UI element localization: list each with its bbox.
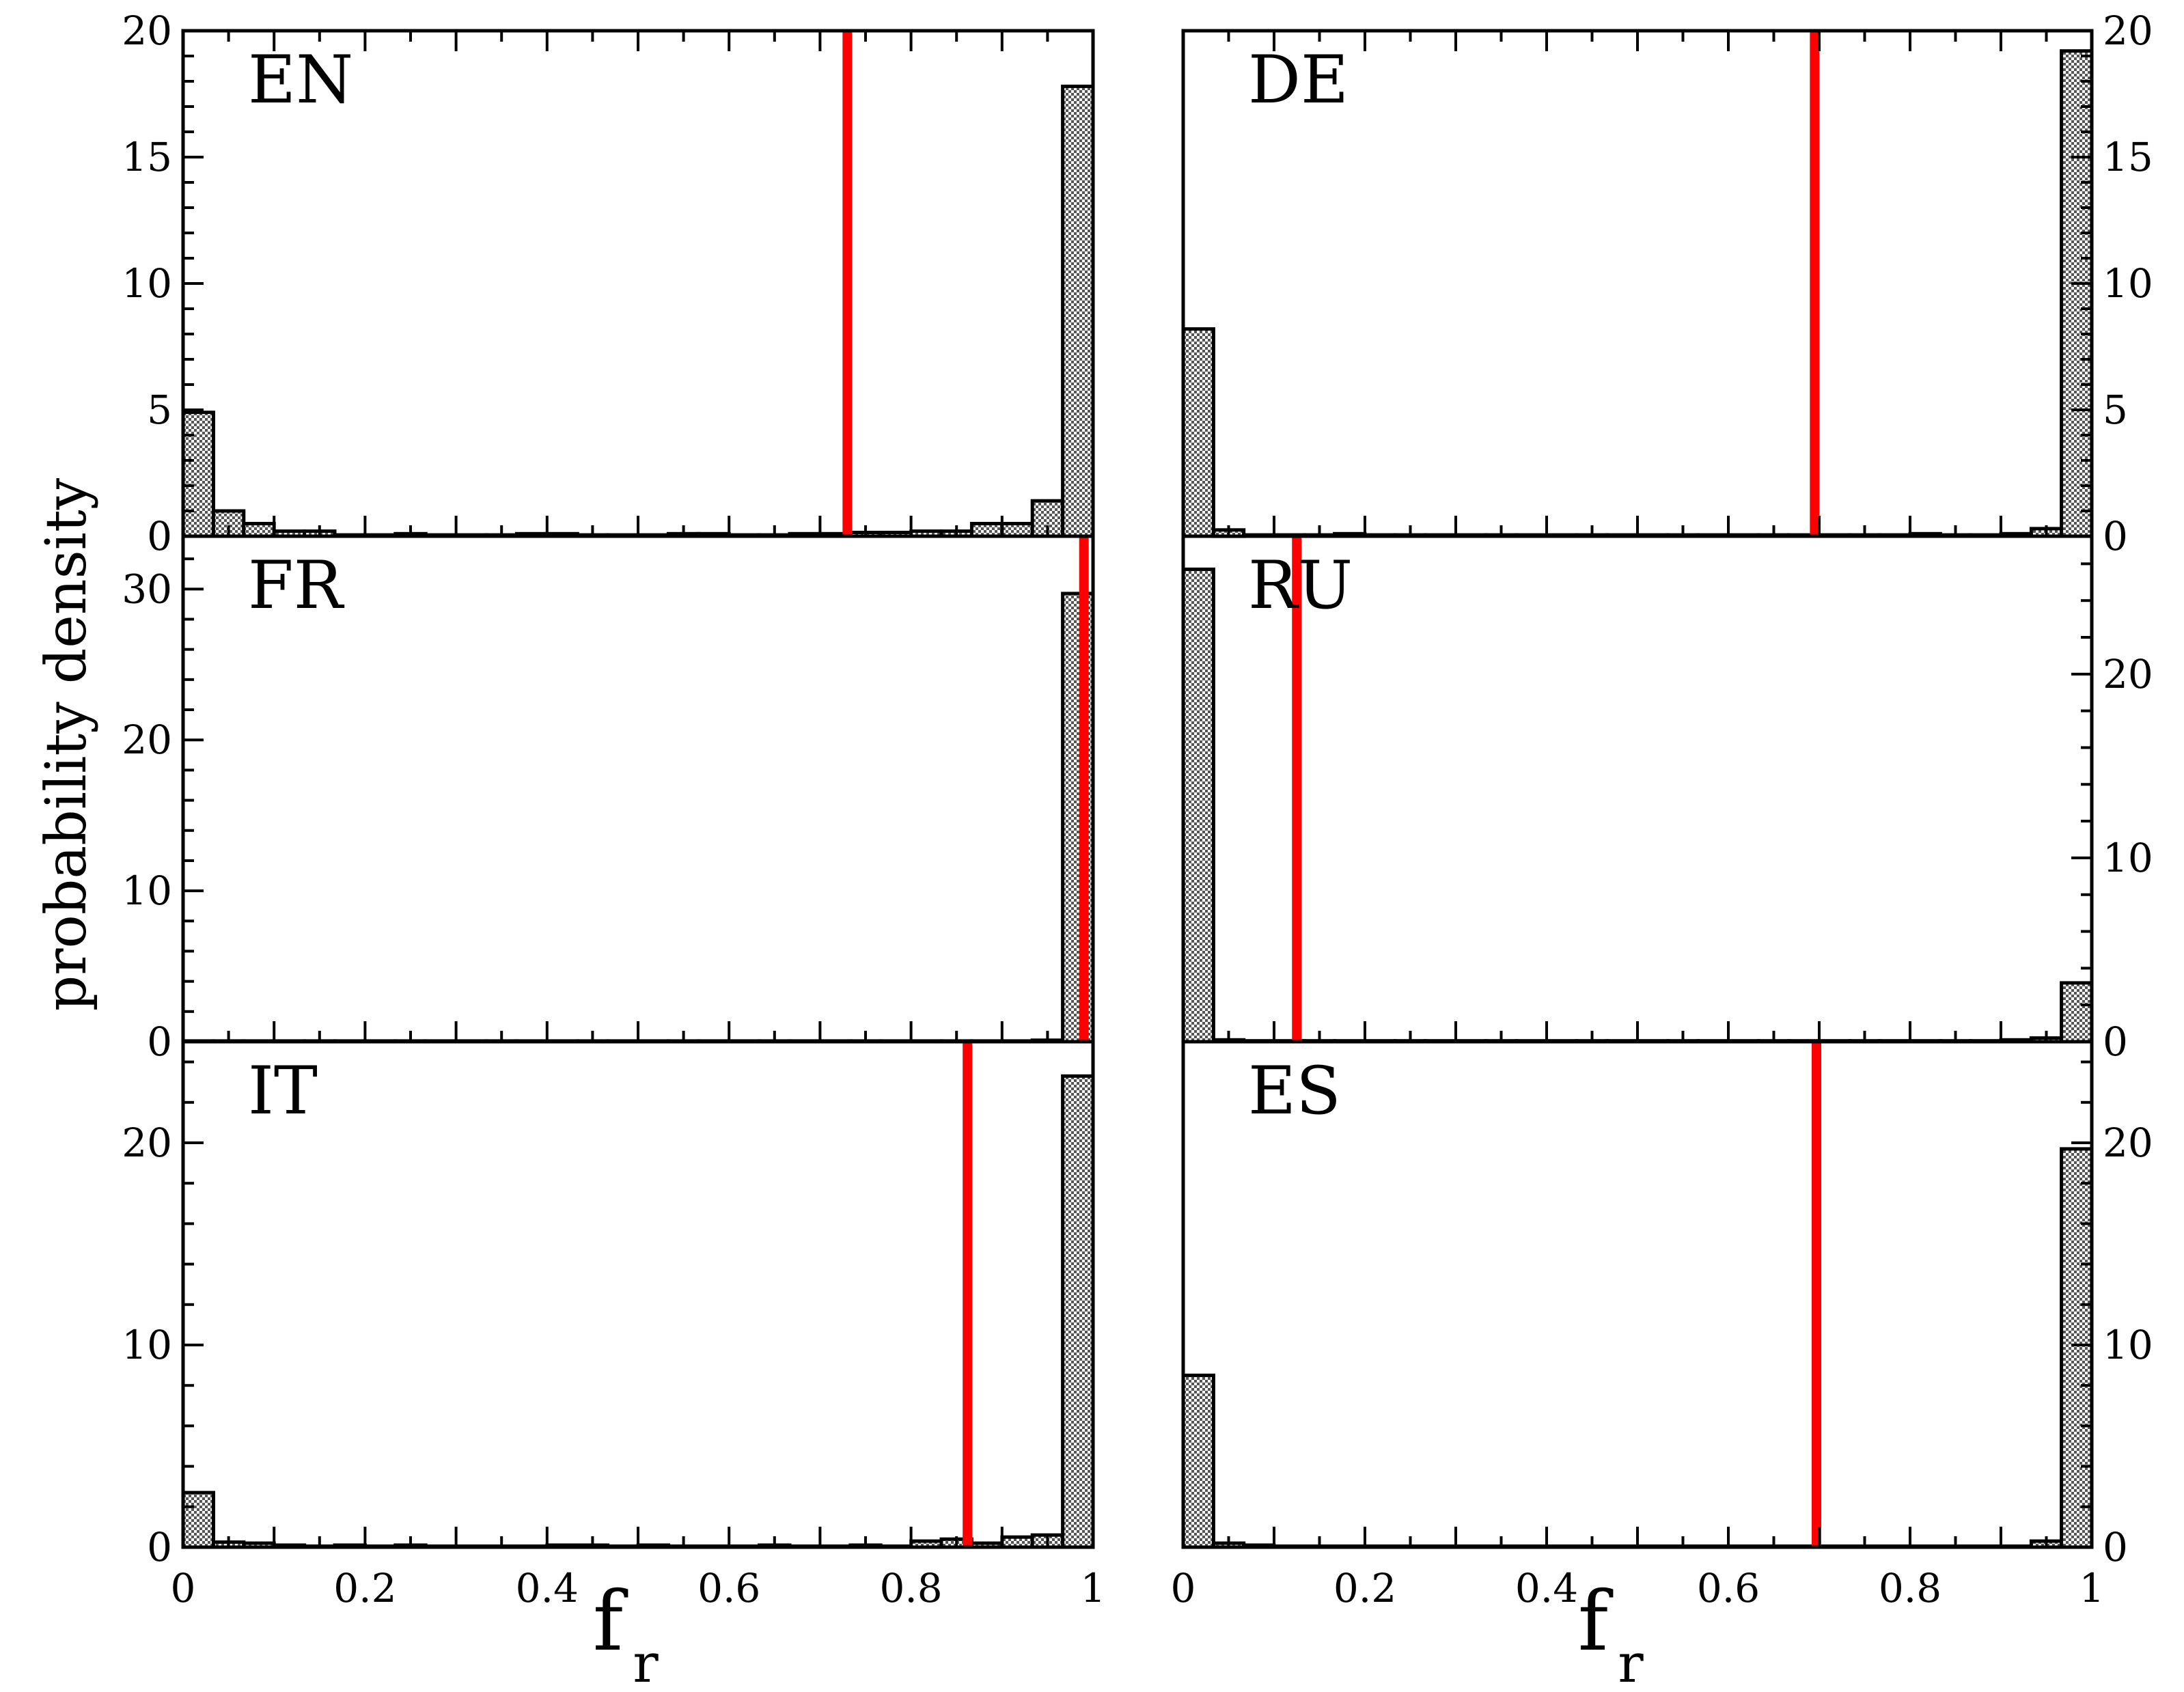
xtick-label-it-1: 0.2 bbox=[333, 1565, 396, 1611]
panel-label-it: IT bbox=[248, 1053, 318, 1129]
xtick-label-es-5: 1 bbox=[2079, 1565, 2105, 1611]
panel-fr: 0 10 20 30 FR bbox=[122, 534, 1095, 1065]
ytick-label-de-1: 5 bbox=[2103, 387, 2128, 433]
bar-en-27 bbox=[1000, 522, 1034, 538]
ytick-label-en-4: 20 bbox=[122, 8, 172, 54]
ytick-label-de-0: 0 bbox=[2103, 513, 2128, 559]
xtick-label-es-1: 0.2 bbox=[1333, 1565, 1396, 1611]
panel-it: 0 10 20 0 0.2 0.4 0.6 0.8 1 IT bbox=[122, 1040, 1106, 1611]
ytick-label-fr-2: 20 bbox=[122, 717, 172, 763]
x-axis-title-left: f bbox=[593, 1575, 628, 1669]
ytick-label-de-2: 10 bbox=[2103, 260, 2153, 307]
panel-label-fr: FR bbox=[248, 547, 345, 624]
xtick-label-it-4: 0.8 bbox=[879, 1565, 942, 1611]
y-axis-title: probability density bbox=[34, 477, 99, 1011]
ytick-label-es-0: 0 bbox=[2103, 1524, 2128, 1570]
ytick-label-fr-0: 0 bbox=[147, 1018, 172, 1065]
panel-label-en: EN bbox=[248, 42, 353, 118]
panel-label-de: DE bbox=[1248, 42, 1349, 118]
ytick-label-it-2: 20 bbox=[122, 1120, 172, 1166]
bar-es-29 bbox=[2060, 1147, 2094, 1549]
xtick-label-it-0: 0 bbox=[171, 1565, 196, 1611]
ytick-label-ru-2: 20 bbox=[2103, 651, 2153, 697]
panel-label-ru: RU bbox=[1248, 547, 1353, 624]
ytick-label-ru-1: 10 bbox=[2103, 835, 2153, 881]
xtick-label-es-4: 0.8 bbox=[1879, 1565, 1941, 1611]
x-axis-title-left-sub: r bbox=[633, 1633, 659, 1692]
panel-ru: 0 10 20 RU bbox=[1181, 534, 2153, 1065]
panel-de: 0 5 10 15 20 DE bbox=[1181, 8, 2153, 559]
panel-en: 0 5 10 15 20 EN bbox=[122, 8, 1095, 559]
bar-it-29 bbox=[1061, 1074, 1095, 1549]
ytick-label-es-1: 10 bbox=[2103, 1322, 2153, 1368]
panel-es: 0 10 20 0 0.2 0.4 0.6 0.8 1 ES bbox=[1171, 1040, 2153, 1611]
xtick-label-it-5: 1 bbox=[1081, 1565, 1106, 1611]
bar-de-0 bbox=[1181, 327, 1215, 538]
bar-en-26 bbox=[969, 522, 1004, 538]
xtick-label-it-3: 0.6 bbox=[697, 1565, 760, 1611]
xtick-label-es-3: 0.6 bbox=[1697, 1565, 1760, 1611]
frame-it bbox=[181, 1040, 1095, 1549]
ytick-label-fr-3: 30 bbox=[122, 566, 172, 612]
x-axis-title-right-sub: r bbox=[1618, 1633, 1644, 1692]
x-axis-title-right: f bbox=[1578, 1575, 1614, 1669]
bar-en-29 bbox=[1061, 84, 1095, 538]
ytick-label-en-2: 10 bbox=[122, 260, 172, 307]
panel-label-es: ES bbox=[1248, 1053, 1341, 1129]
ytick-label-en-3: 15 bbox=[122, 134, 172, 180]
ytick-label-es-2: 20 bbox=[2103, 1120, 2153, 1166]
xtick-label-it-2: 0.4 bbox=[516, 1565, 579, 1611]
bar-ru-29 bbox=[2060, 981, 2094, 1044]
ytick-label-de-4: 20 bbox=[2103, 8, 2153, 54]
xtick-label-es-0: 0 bbox=[1171, 1565, 1196, 1611]
ytick-label-en-0: 0 bbox=[147, 513, 172, 559]
bar-ru-0 bbox=[1181, 567, 1215, 1044]
bar-en-2 bbox=[242, 522, 276, 538]
ytick-label-de-3: 15 bbox=[2103, 134, 2153, 180]
bar-it-0 bbox=[181, 1490, 216, 1549]
bar-en-0 bbox=[181, 411, 216, 538]
ytick-label-ru-0: 0 bbox=[2103, 1018, 2128, 1065]
ytick-label-it-1: 10 bbox=[122, 1322, 172, 1368]
bar-de-29 bbox=[2060, 49, 2094, 538]
xtick-label-es-2: 0.4 bbox=[1515, 1565, 1578, 1611]
ytick-label-en-1: 5 bbox=[147, 387, 172, 433]
bar-es-0 bbox=[1181, 1373, 1215, 1549]
ytick-label-fr-1: 10 bbox=[122, 868, 172, 914]
ytick-label-it-0: 0 bbox=[147, 1524, 172, 1570]
